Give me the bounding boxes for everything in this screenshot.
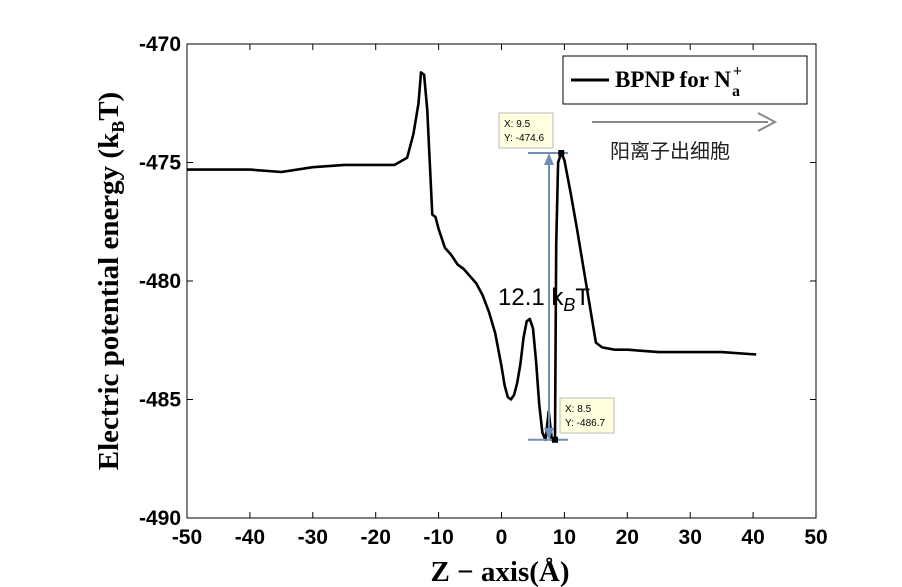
x-tick-label: 50 xyxy=(804,526,827,549)
x-tick-label: 30 xyxy=(679,526,702,549)
legend-label-sup: + xyxy=(733,63,742,80)
y-tick-label: -470 xyxy=(139,33,181,56)
axis-ticks: -50 -40 -30 -20 -10 0 10 20 30 40 50 -470 -475 -480 -4… xyxy=(139,33,828,549)
delta-label-sub: B xyxy=(563,295,575,315)
datatip-y-text: Y: -474.6 xyxy=(504,133,544,144)
annotations-layer: X: 9.5 Y: -474.6 X: 8.5 Y: -486.7 xyxy=(498,112,615,443)
y-axis-label-sub: B xyxy=(108,121,128,133)
y-tick-label: -490 xyxy=(139,507,181,530)
x-tick-label: 0 xyxy=(496,526,508,549)
datatip-x-text: X: 8.5 xyxy=(565,404,592,415)
x-tick-label: -30 xyxy=(298,526,328,549)
delta-label-tail: T xyxy=(575,284,590,311)
x-tick-label: 10 xyxy=(553,526,576,549)
x-tick-label: -10 xyxy=(423,526,453,549)
datatip-y-text: Y: -486.7 xyxy=(565,418,605,429)
x-tick-label: -20 xyxy=(361,526,391,549)
y-tick-label: -485 xyxy=(139,389,181,412)
direction-arrow-head xyxy=(757,112,778,132)
legend-label-sub: a xyxy=(732,83,740,100)
y-axis-label: Electric potential energy (kBT) xyxy=(93,92,128,470)
y-tick-label: -475 xyxy=(139,152,181,175)
datatip-box xyxy=(559,397,615,434)
legend: BPNP for N + a xyxy=(562,55,808,105)
delta-arrow-head-top xyxy=(544,153,554,166)
datatip-marker xyxy=(558,150,565,157)
y-axis-label-tail: T) xyxy=(93,92,125,121)
direction-annotation: 阳离子出细胞 xyxy=(592,112,778,163)
x-tick-label: -40 xyxy=(235,526,265,549)
y-tick-label: -480 xyxy=(139,270,181,293)
x-tick-label: 40 xyxy=(741,526,764,549)
delta-label: 12.1 kBT xyxy=(498,284,590,315)
delta-arrow-head-bottom xyxy=(544,427,554,440)
datatip-box xyxy=(498,112,554,149)
series-line xyxy=(187,71,757,442)
datatip-x-text: X: 9.5 xyxy=(504,119,531,130)
legend-label: BPNP for N + a xyxy=(615,63,742,100)
direction-label: 阳离子出细胞 xyxy=(610,139,730,163)
x-tick-label: -50 xyxy=(172,526,202,549)
x-tick-label: 20 xyxy=(616,526,639,549)
x-axis-label: Z − axis(Å) xyxy=(431,556,570,587)
series-layer xyxy=(187,71,757,442)
datatip-marker xyxy=(551,436,558,443)
